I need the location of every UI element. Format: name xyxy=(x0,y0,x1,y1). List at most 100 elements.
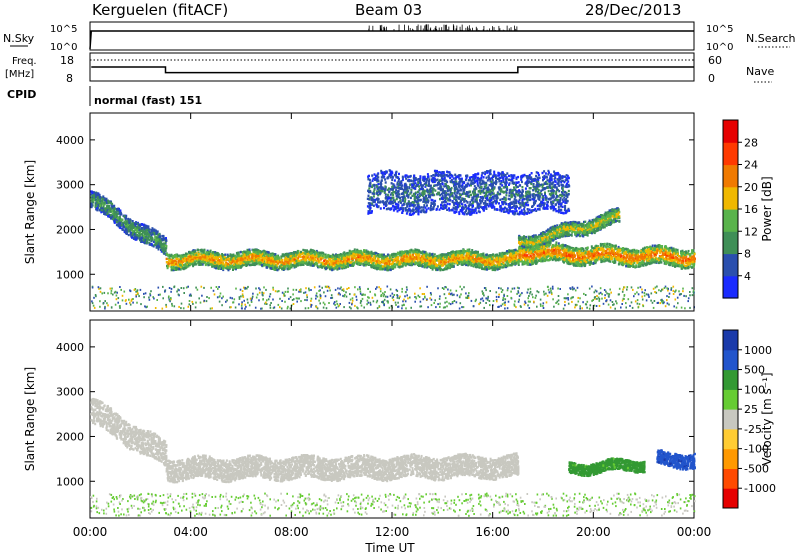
echo-cell xyxy=(268,261,270,264)
echo-cell xyxy=(125,228,128,231)
echo-cell xyxy=(412,250,415,253)
echo-cell xyxy=(129,224,132,227)
echo-cell xyxy=(500,255,503,258)
echo-cell xyxy=(485,253,488,257)
echo-cell xyxy=(297,250,300,253)
echo-cell xyxy=(302,261,305,264)
echo-cell xyxy=(437,256,440,259)
echo-cell xyxy=(162,243,165,246)
echo-cell xyxy=(263,264,266,267)
echo-cell xyxy=(471,251,474,254)
echo-cell xyxy=(512,251,515,255)
echo-cell xyxy=(166,266,169,270)
echo-cell xyxy=(295,251,298,254)
echo-cell xyxy=(398,253,401,257)
echo-cell xyxy=(479,253,482,256)
echo-cell xyxy=(466,262,469,265)
echo-cell xyxy=(395,261,398,264)
echo-cell xyxy=(139,231,142,234)
station-title: Kerguelen (fitACF) xyxy=(92,1,228,19)
echo-cell xyxy=(97,200,100,203)
echo-cell xyxy=(418,250,421,253)
echo-cell xyxy=(448,265,451,269)
echo-cell xyxy=(183,266,186,270)
echo-cell xyxy=(513,254,516,258)
echo-cell xyxy=(93,196,95,200)
nsky-series xyxy=(89,24,694,50)
echo-cell xyxy=(233,266,236,269)
echo-cell xyxy=(106,209,109,212)
echo-cell xyxy=(430,259,433,262)
echo-cell xyxy=(111,212,114,215)
echo-cell xyxy=(129,233,132,236)
echo-cell xyxy=(375,260,378,263)
echo-cell xyxy=(417,257,420,260)
beam-title: Beam 03 xyxy=(355,1,422,19)
echo-cell xyxy=(512,249,515,252)
echo-cell xyxy=(348,251,351,255)
echo-cell xyxy=(365,256,368,259)
nave-tick-top: 60 xyxy=(708,54,722,67)
echo-cell xyxy=(117,216,119,220)
echo-cell xyxy=(317,255,320,258)
echo-cell xyxy=(395,263,398,266)
echo-cell xyxy=(155,238,158,241)
echo-cell xyxy=(122,223,125,226)
echo-cell xyxy=(161,249,164,252)
echo-cell xyxy=(93,198,96,202)
echo-cell xyxy=(229,263,231,267)
echo-cell xyxy=(310,262,313,266)
echo-cell xyxy=(330,262,333,265)
echo-cell xyxy=(350,250,353,253)
echo-cell xyxy=(176,257,179,261)
echo-cell xyxy=(436,264,438,267)
echo-cell xyxy=(145,229,148,232)
echo-cell xyxy=(216,257,219,261)
echo-cell xyxy=(92,191,95,194)
echo-cell xyxy=(114,217,117,220)
echo-cell xyxy=(127,227,130,231)
echo-cell xyxy=(160,248,162,251)
echo-cell xyxy=(133,230,136,233)
echo-cell xyxy=(155,245,158,248)
echo-cell xyxy=(162,251,165,254)
echo-cell xyxy=(513,257,516,261)
echo-cell xyxy=(477,253,480,256)
echo-cell xyxy=(300,250,302,254)
echo-cell xyxy=(503,252,505,255)
echo-cell xyxy=(320,251,323,254)
echo-cell xyxy=(204,256,207,259)
echo-cell xyxy=(433,253,436,256)
echo-cell xyxy=(417,264,420,267)
echo-cell xyxy=(138,228,141,232)
echo-cell xyxy=(291,263,294,267)
nave-label: Nave xyxy=(746,65,774,78)
echo-cell xyxy=(372,252,375,255)
echo-cell xyxy=(185,264,187,267)
echo-cell xyxy=(428,263,431,266)
echo-cell xyxy=(493,267,496,270)
freq-tick-top: 18 xyxy=(60,54,74,67)
echo-cell xyxy=(381,257,384,260)
echo-cell xyxy=(91,198,94,201)
echo-cell xyxy=(232,257,235,260)
echo-cell xyxy=(386,257,389,260)
echo-cell xyxy=(410,248,413,252)
echo-cell xyxy=(90,196,93,199)
echo-cell xyxy=(353,256,356,259)
echo-cell xyxy=(333,267,336,270)
echo-cell xyxy=(285,257,287,260)
echo-cell xyxy=(502,264,505,267)
echo-cell xyxy=(143,232,146,235)
echo-cell xyxy=(502,258,505,261)
echo-cell xyxy=(158,241,161,245)
echo-cell xyxy=(99,204,102,207)
panel-frame xyxy=(89,112,695,312)
echo-cell xyxy=(338,267,341,270)
echo-cell xyxy=(91,195,94,198)
cpid-label: CPID xyxy=(7,88,36,101)
echo-cell xyxy=(388,259,391,263)
echo-cell xyxy=(357,262,360,266)
